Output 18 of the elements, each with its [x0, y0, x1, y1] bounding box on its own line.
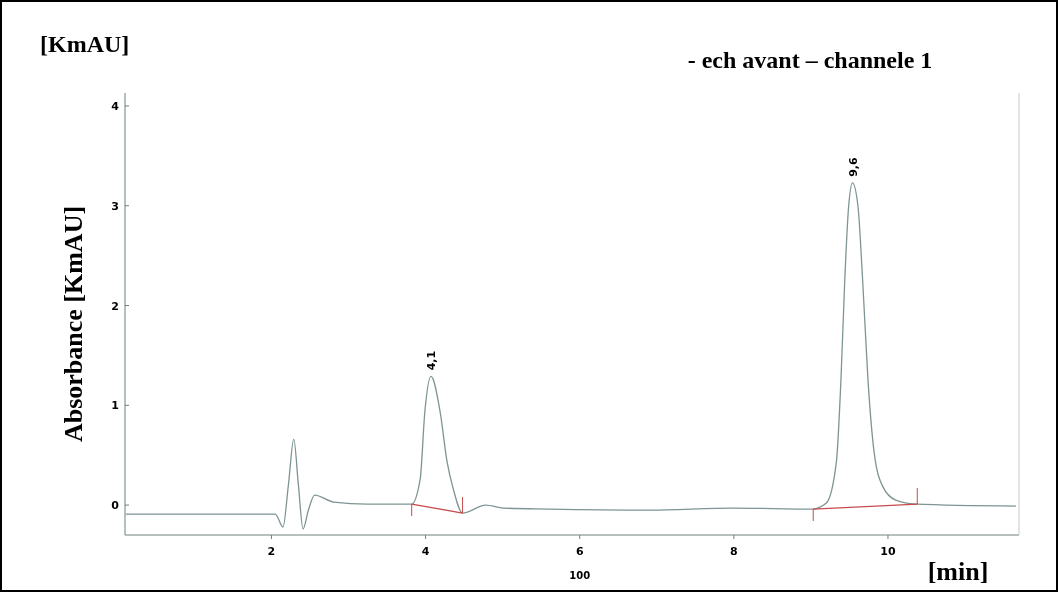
text: 100: [569, 570, 591, 581]
x-axis-title: [min]: [927, 557, 989, 586]
line-series: [125, 182, 1017, 530]
y-tick-label: 1: [111, 399, 119, 413]
x-tick-label: 8: [730, 545, 738, 558]
x-tick-label: 2: [267, 545, 276, 558]
text: [KmAU]: [40, 31, 130, 57]
x-tick-label: 10: [880, 545, 896, 558]
y-axis-title: Absorbance [KmAU]: [59, 205, 88, 443]
annotation: 4,1: [424, 350, 438, 371]
y-tick-label: 2: [111, 299, 119, 313]
y-tick-label: 0: [111, 499, 120, 513]
chart-title: - ech avant – channele 1: [687, 47, 933, 73]
y-tick-label: 3: [111, 199, 119, 213]
x-tick-label: 6: [575, 545, 584, 558]
annotation: 9,6: [846, 156, 860, 177]
x-tick-label: 4: [421, 545, 430, 558]
y-tick-label: 4: [111, 99, 120, 113]
